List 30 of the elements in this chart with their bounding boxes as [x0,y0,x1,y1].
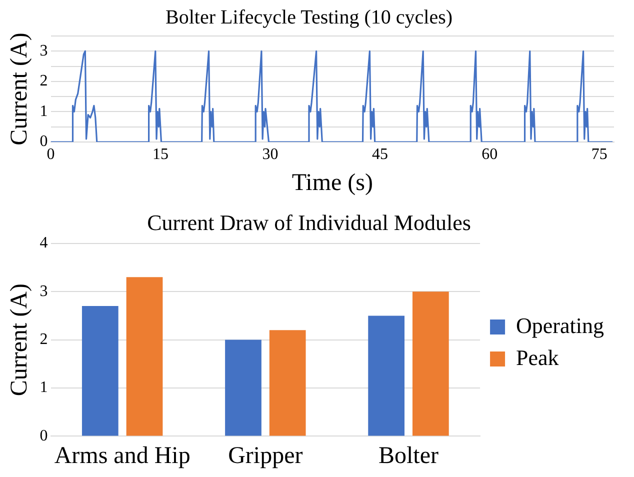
y-axis-title: Current (A) [6,32,33,146]
chart-title: Current Draw of Individual Modules [147,210,471,235]
y-tick-label: 0 [40,427,48,444]
legend-label: Operating [516,312,604,338]
x-tick-label: 15 [152,146,169,163]
bar [82,306,118,436]
y-tick-label: 1 [40,102,48,120]
bar [269,330,306,436]
chart-title: Bolter Lifecycle Testing (10 cycles) [165,6,453,28]
y-tick-label: 1 [40,379,48,396]
y-axis-title: Current (A) [6,283,33,396]
x-tick-label: Bolter [378,442,438,469]
x-tick-label: 75 [591,146,608,163]
x-axis-title: Time (s) [292,170,373,196]
x-tick-label: Gripper [228,442,303,469]
bar [225,340,262,436]
x-tick-label: 45 [372,146,388,163]
y-tick-label: 0 [40,133,48,150]
bar [368,316,404,436]
y-tick-label: 2 [40,331,48,348]
y-tick-label: 4 [40,234,48,252]
legend-label: Peak [516,344,559,370]
y-tick-label: 2 [40,72,48,90]
y-tick-label: 3 [40,282,48,300]
y-tick-label: 3 [40,42,48,60]
x-tick-label: 60 [482,146,498,163]
x-tick-label: 30 [262,146,278,163]
bar [412,292,449,436]
x-tick-label: Arms and Hip [54,442,190,469]
bar [126,277,163,436]
